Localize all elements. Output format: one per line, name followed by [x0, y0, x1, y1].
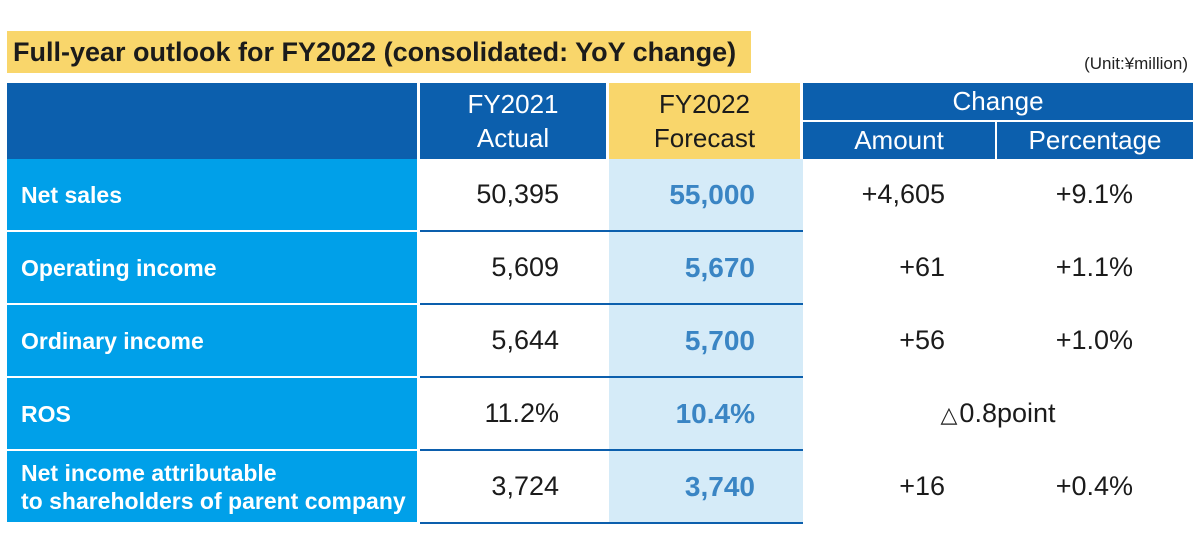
actual-value: 5,644 [420, 305, 609, 378]
header-corner [7, 83, 420, 159]
forecast-value: 3,740 [609, 451, 803, 524]
actual-value: 3,724 [420, 451, 609, 524]
table-row-net-income: Net income attributable to shareholders … [7, 451, 1194, 524]
change-percentage: +1.0% [997, 305, 1194, 378]
row-label: Operating income [7, 232, 420, 305]
change-merged: △0.8point [803, 378, 1194, 451]
change-percentage: +0.4% [997, 451, 1194, 524]
header-change: Change [803, 83, 1194, 122]
header-actual-year: FY2021 [467, 89, 559, 119]
header-forecast-year: FY2022 [658, 89, 751, 119]
forecast-value: 55,000 [609, 159, 803, 232]
forecast-value: 10.4% [609, 378, 803, 451]
change-percentage: +9.1% [997, 159, 1194, 232]
table-row-net-sales: Net sales 50,395 55,000 +4,605 +9.1% [7, 159, 1194, 232]
actual-value: 5,609 [420, 232, 609, 305]
triangle-icon: △ [940, 402, 958, 427]
outlook-table: FY2021 Actual FY2022 Forecast Change Amo… [7, 83, 1194, 524]
row-label: Net income attributable to shareholders … [7, 451, 420, 524]
unit-note: (Unit:¥million) [1084, 54, 1188, 73]
change-percentage: +1.1% [997, 232, 1194, 305]
change-amount: +4,605 [803, 159, 997, 232]
row-label: Net sales [7, 159, 420, 232]
forecast-value: 5,670 [609, 232, 803, 305]
table-row-ros: ROS 11.2% 10.4% △0.8point [7, 378, 1194, 451]
forecast-value: 5,700 [609, 305, 803, 378]
change-merged-value: 0.8point [959, 398, 1056, 428]
header-amount: Amount [803, 122, 997, 159]
change-amount: +56 [803, 305, 997, 378]
header-fy2021-actual: FY2021 Actual [420, 83, 609, 159]
row-label-line2: to shareholders of parent company [21, 487, 406, 514]
row-label: ROS [7, 378, 420, 451]
header-percentage: Percentage [997, 122, 1194, 159]
table-title: Full-year outlook for FY2022 (consolidat… [7, 31, 751, 73]
header-fy2022-forecast: FY2022 Forecast [609, 83, 803, 159]
change-amount: +16 [803, 451, 997, 524]
row-label-line1: Net income attributable [21, 459, 277, 486]
row-label: Ordinary income [7, 305, 420, 378]
actual-value: 11.2% [420, 378, 609, 451]
change-amount: +61 [803, 232, 997, 305]
table-row-operating-income: Operating income 5,609 5,670 +61 +1.1% [7, 232, 1194, 305]
actual-value: 50,395 [420, 159, 609, 232]
header-actual-label: Actual [476, 123, 550, 153]
header-forecast-label: Forecast [653, 123, 756, 153]
table-row-ordinary-income: Ordinary income 5,644 5,700 +56 +1.0% [7, 305, 1194, 378]
